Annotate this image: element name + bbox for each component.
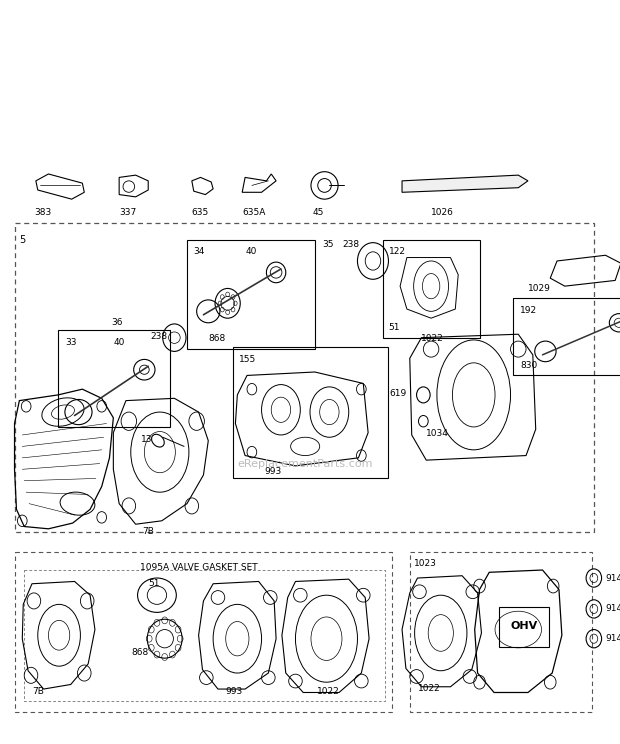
Bar bbox=[383, 240, 479, 338]
Text: OHV: OHV bbox=[510, 621, 538, 631]
Text: 192: 192 bbox=[520, 306, 538, 315]
Polygon shape bbox=[402, 175, 528, 192]
Text: 1095A VALVE GASKET SET: 1095A VALVE GASKET SET bbox=[140, 563, 257, 572]
Text: 1029: 1029 bbox=[528, 284, 551, 293]
Text: 914B: 914B bbox=[606, 634, 620, 644]
Text: 1022: 1022 bbox=[317, 687, 340, 696]
Text: 635A: 635A bbox=[242, 208, 265, 217]
Text: 914A: 914A bbox=[606, 604, 620, 614]
Bar bbox=[14, 223, 594, 532]
Bar bbox=[232, 347, 388, 478]
Text: 51: 51 bbox=[389, 323, 400, 332]
Bar bbox=[24, 570, 384, 701]
Text: 40: 40 bbox=[113, 338, 125, 347]
Text: 155: 155 bbox=[239, 355, 257, 364]
Bar bbox=[513, 298, 620, 376]
Text: 33: 33 bbox=[65, 338, 76, 347]
Text: 238: 238 bbox=[150, 332, 167, 341]
Bar bbox=[14, 552, 392, 712]
Bar bbox=[187, 240, 315, 349]
Text: 1023: 1023 bbox=[414, 559, 436, 568]
Text: 5: 5 bbox=[19, 234, 25, 245]
Text: 619: 619 bbox=[389, 389, 407, 398]
Bar bbox=[410, 552, 592, 712]
Text: 635: 635 bbox=[192, 208, 209, 217]
Text: 36: 36 bbox=[112, 318, 123, 327]
Text: 238: 238 bbox=[342, 240, 359, 249]
Text: 34: 34 bbox=[193, 247, 205, 256]
Text: 35: 35 bbox=[322, 240, 334, 249]
Text: 1022: 1022 bbox=[417, 684, 440, 693]
Text: 51: 51 bbox=[148, 579, 160, 589]
Text: 993: 993 bbox=[265, 467, 281, 476]
Text: 868: 868 bbox=[208, 334, 226, 343]
Text: 914: 914 bbox=[606, 574, 620, 583]
Text: 1022: 1022 bbox=[422, 334, 444, 343]
Text: 337: 337 bbox=[119, 208, 136, 217]
Text: 1026: 1026 bbox=[431, 208, 454, 217]
Text: 1034: 1034 bbox=[427, 429, 449, 438]
Text: 122: 122 bbox=[389, 247, 405, 256]
Text: eReplacementParts.com: eReplacementParts.com bbox=[237, 458, 373, 469]
Bar bbox=[58, 330, 169, 427]
Text: 13: 13 bbox=[141, 435, 152, 444]
Text: 830: 830 bbox=[520, 361, 538, 370]
Text: 40: 40 bbox=[245, 247, 257, 256]
Text: 868: 868 bbox=[131, 648, 148, 657]
Bar bbox=[499, 606, 549, 647]
Text: 7B: 7B bbox=[142, 527, 154, 536]
Text: 383: 383 bbox=[34, 208, 51, 217]
Text: 45: 45 bbox=[313, 208, 324, 217]
Text: 993: 993 bbox=[226, 687, 243, 696]
Text: 7B: 7B bbox=[32, 687, 44, 696]
